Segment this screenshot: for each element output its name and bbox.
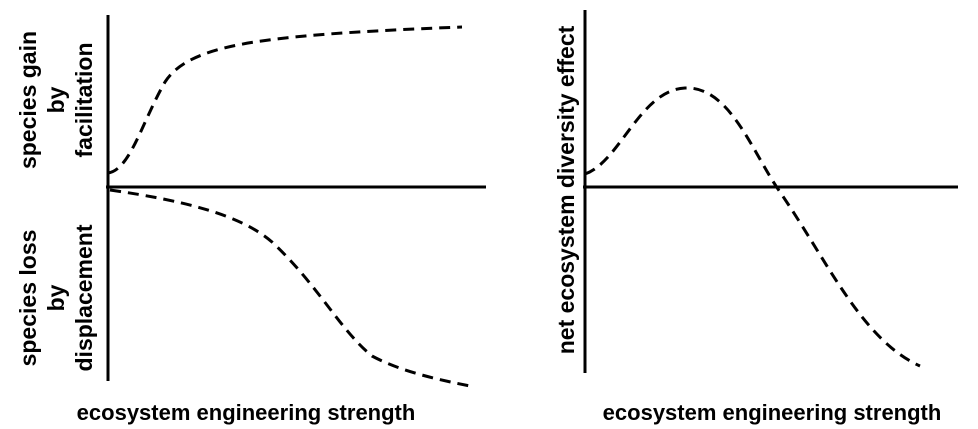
net-curve (584, 86, 921, 368)
label-line: species loss (15, 230, 41, 367)
y-label: net ecosystem diversity effect (553, 25, 579, 354)
label-line: facilitation (71, 42, 97, 157)
label-line: by (43, 86, 69, 113)
gain-curve (107, 25, 463, 175)
right-panel: net ecosystem diversity effect ecosystem… (553, 10, 958, 425)
x-label: ecosystem engineering strength (77, 400, 416, 425)
label-line: displacement (71, 224, 97, 371)
upper-y-label: species gain by facilitation (15, 31, 97, 169)
left-panel: species gain by facilitation species los… (15, 15, 486, 425)
label-line: species gain (15, 31, 41, 169)
label-line: by (43, 284, 69, 311)
lower-y-label: species loss by displacement (15, 224, 97, 371)
loss-curve (109, 188, 471, 388)
x-label: ecosystem engineering strength (603, 400, 942, 425)
